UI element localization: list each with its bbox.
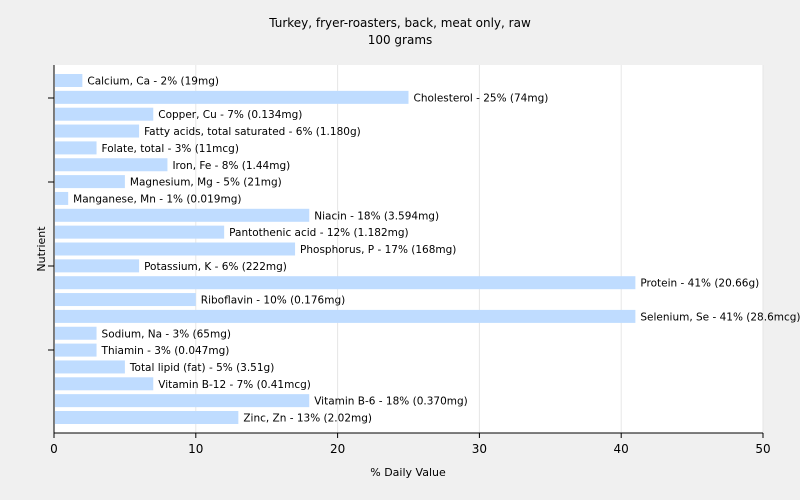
grid-lines	[195, 65, 764, 433]
bar-label: Folate, total - 3% (11mcg)	[102, 143, 239, 155]
bar	[55, 90, 409, 104]
bar	[55, 124, 140, 138]
bar-label: Sodium, Na - 3% (65mg)	[102, 328, 231, 340]
bar-label: Copper, Cu - 7% (0.134mg)	[158, 109, 302, 121]
bar-label: Cholesterol - 25% (74mg)	[414, 92, 549, 104]
bar	[55, 276, 636, 290]
axes	[53, 65, 763, 434]
bar-label: Fatty acids, total saturated - 6% (1.180…	[144, 126, 361, 138]
x-tick-label: 10	[188, 442, 203, 456]
bar	[55, 259, 140, 273]
bar	[55, 411, 239, 424]
chart-title: Turkey, fryer-roasters, back, meat only,…	[268, 16, 531, 30]
bar	[55, 343, 97, 357]
bar	[55, 107, 154, 121]
x-tick-label: 0	[50, 442, 58, 456]
y-axis-label: Nutrient	[35, 226, 48, 272]
x-axis-label: % Daily Value	[370, 466, 446, 479]
bar-label: Selenium, Se - 41% (28.6mcg)	[640, 311, 800, 323]
bar	[55, 360, 125, 374]
x-ticks: 0 10 20 30 40 50	[48, 97, 771, 456]
bar	[55, 293, 196, 307]
bar-label: Total lipid (fat) - 5% (3.51g)	[129, 362, 274, 374]
bar	[55, 309, 636, 323]
bar	[55, 394, 310, 408]
bars: Calcium, Ca - 2% (19mg) Cholesterol - 25%…	[55, 74, 800, 425]
bar-label: Iron, Fe - 8% (1.44mg)	[172, 160, 290, 172]
bar-label: Protein - 41% (20.66g)	[640, 278, 759, 290]
bar	[55, 225, 225, 239]
bar	[55, 191, 69, 205]
x-tick-label: 40	[614, 442, 629, 456]
bar-label: Phosphorus, P - 17% (168mg)	[300, 244, 456, 256]
x-tick-label: 20	[330, 442, 345, 456]
bar	[55, 377, 154, 391]
bar-label: Zinc, Zn - 13% (2.02mg)	[243, 413, 372, 425]
bar-label: Riboflavin - 10% (0.176mg)	[201, 295, 345, 307]
bar-label: Manganese, Mn - 1% (0.019mg)	[73, 193, 241, 205]
bar-label: Thiamin - 3% (0.047mg)	[101, 345, 230, 357]
bar	[55, 175, 125, 189]
bar	[55, 242, 296, 256]
x-tick-label: 30	[472, 442, 487, 456]
bar	[55, 208, 310, 222]
bar-label: Pantothenic acid - 12% (1.182mg)	[229, 227, 408, 239]
bar-label: Calcium, Ca - 2% (19mg)	[87, 76, 219, 88]
x-tick-label: 50	[755, 442, 770, 456]
bar-label: Vitamin B-12 - 7% (0.41mcg)	[158, 379, 311, 391]
bar	[55, 141, 97, 155]
bar-label: Potassium, K - 6% (222mg)	[144, 261, 287, 273]
bar	[55, 326, 97, 340]
bar	[55, 158, 168, 172]
bar-label: Niacin - 18% (3.594mg)	[314, 210, 439, 222]
bar-label: Magnesium, Mg - 5% (21mg)	[130, 177, 282, 189]
bar-label: Vitamin B-6 - 18% (0.370mg)	[314, 396, 468, 408]
chart-subtitle: 100 grams	[368, 33, 433, 47]
bar	[55, 74, 83, 87]
